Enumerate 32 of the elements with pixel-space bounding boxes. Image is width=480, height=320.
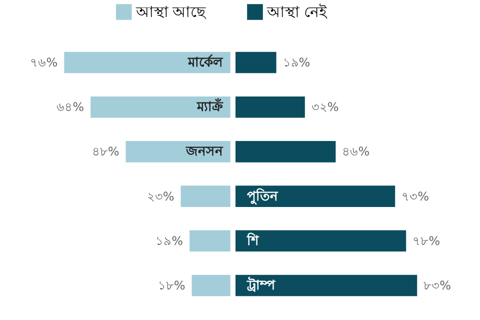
bar [234, 95, 306, 119]
data-label: ৮৩% [424, 278, 452, 292]
bar [234, 274, 418, 298]
data-label: ১৮% [158, 278, 186, 292]
y-tick-label: ম্যাক্রঁ [196, 98, 224, 116]
data-label: ৪৬% [342, 144, 370, 159]
legend-label: আস্থা নেই [266, 3, 328, 21]
data-label: ৩২% [311, 100, 339, 114]
legend-label: আস্থা আছে [134, 3, 207, 21]
data-label: ৭৮% [412, 234, 440, 248]
bar [234, 229, 408, 253]
data-label: ১৯% [282, 56, 310, 70]
bar [190, 274, 232, 298]
y-tick-label: জনসন [184, 144, 224, 160]
bar [124, 140, 232, 164]
data-label: ২৩% [146, 189, 174, 204]
y-tick-label: পুতিন [247, 187, 279, 206]
bar [234, 50, 278, 74]
data-label: ৬৪% [56, 100, 84, 114]
data-label: ৭৬% [30, 56, 58, 70]
bar [90, 95, 232, 119]
bar [234, 184, 396, 208]
bar [188, 229, 232, 253]
data-label: ১৯% [156, 234, 184, 248]
bar [63, 50, 232, 74]
y-tick-label: মার্কেল [186, 54, 224, 71]
data-label: ৪৮% [92, 144, 120, 159]
y-tick-label: ট্রাম্প [246, 276, 276, 294]
y-tick-label: শি [246, 232, 260, 249]
data-label: ৭৩% [402, 189, 430, 204]
bar [180, 184, 232, 208]
bar [234, 140, 337, 164]
